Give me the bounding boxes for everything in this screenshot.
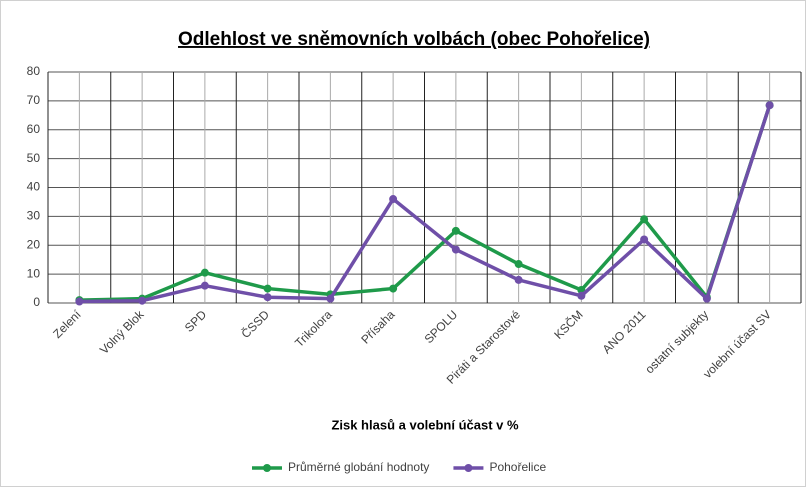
data-point: [451, 226, 460, 235]
data-point: [389, 195, 398, 204]
chart-title: Odlehlost ve sněmovních volbách (obec Po…: [178, 29, 650, 50]
data-point: [765, 101, 774, 110]
data-point: [75, 297, 84, 306]
data-point: [451, 245, 460, 254]
y-tick-label: 10: [27, 266, 41, 280]
y-tick-label: 40: [27, 180, 41, 194]
y-tick-label: 60: [27, 122, 41, 136]
data-point: [200, 268, 209, 277]
series-line: [79, 104, 772, 304]
y-tick-label: 50: [27, 151, 41, 165]
legend-label: Pohořelice: [489, 460, 546, 474]
y-tick-label: 30: [27, 209, 41, 223]
data-point: [640, 235, 649, 244]
data-point: [138, 296, 147, 305]
data-point: [389, 284, 398, 293]
series-line: [79, 104, 772, 302]
legend-label: Průměrné globání hodnoty: [288, 460, 429, 474]
data-point: [263, 293, 272, 302]
y-tick-label: 20: [27, 237, 41, 251]
data-point: [263, 284, 272, 293]
data-point: [326, 294, 335, 303]
y-tick-label: 0: [33, 295, 40, 309]
data-point: [200, 281, 209, 290]
data-point: [514, 260, 523, 269]
legend-marker: [464, 464, 473, 472]
data-point: [702, 294, 711, 303]
data-point: [514, 275, 523, 284]
data-point: [577, 291, 586, 300]
y-tick-label: 80: [27, 64, 41, 78]
data-point: [640, 215, 649, 224]
y-tick-label: 70: [27, 93, 41, 107]
x-axis-label: Zisk hlasů a volební účast v %: [331, 417, 519, 432]
legend-marker: [263, 464, 271, 472]
